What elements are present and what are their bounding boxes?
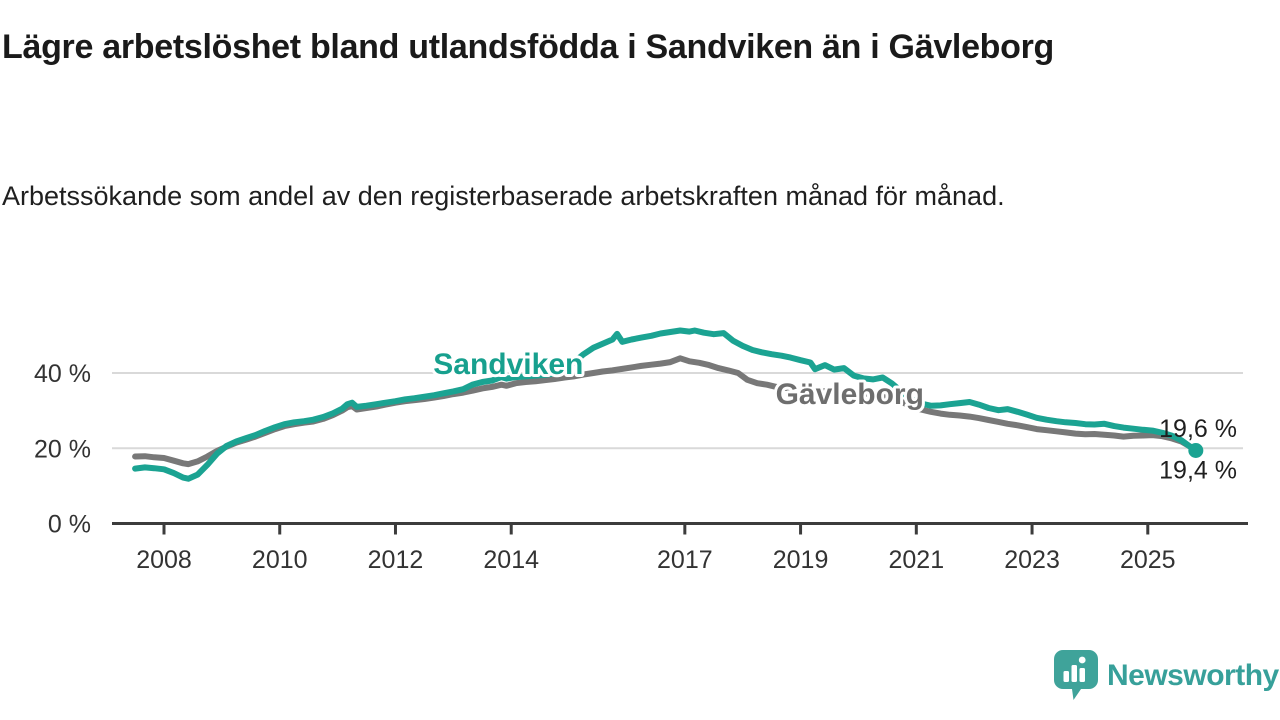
x-tick-label-2012: 2012 [368,546,424,574]
series-line-sandviken [132,327,1199,482]
newsworthy-logo-icon [1054,650,1098,700]
y-tick-label-0: 0 % [48,511,91,539]
y-tick-label-40: 40 % [34,360,91,388]
x-tick-label-2025: 2025 [1120,546,1176,574]
latest-value-dot-sandviken [1188,443,1204,459]
end-label-gavleborg: 19,6 % [1159,415,1237,443]
x-tick-label-2010: 2010 [252,546,308,574]
x-tick-label-2017: 2017 [657,546,713,574]
x-tick-label-2021: 2021 [888,546,944,574]
end-label-sandviken: 19,4 % [1159,457,1237,485]
page-title: Lägre arbetslöshet bland utlandsfödda i … [2,28,1055,66]
series-label-gavleborg: Gävleborg [776,378,924,411]
exclamation-dot [1078,656,1086,664]
y-tick-label-20: 20 % [34,435,91,463]
bar-2 [1071,665,1077,682]
x-tick-label-2008: 2008 [136,546,192,574]
bar-1 [1063,671,1069,682]
x-tick-label-2019: 2019 [773,546,829,574]
newsworthy-logo-text: Newsworthy [1107,659,1279,692]
newsworthy-logo: Newsworthy [1054,650,1279,702]
x-tick-label-2023: 2023 [1004,546,1060,574]
x-tick-label-2014: 2014 [483,546,539,574]
series-label-sandviken: Sandviken [433,348,583,381]
bar-3 [1079,668,1085,682]
chart-subtitle: Arbetssökande som andel av den registerb… [2,181,1005,211]
